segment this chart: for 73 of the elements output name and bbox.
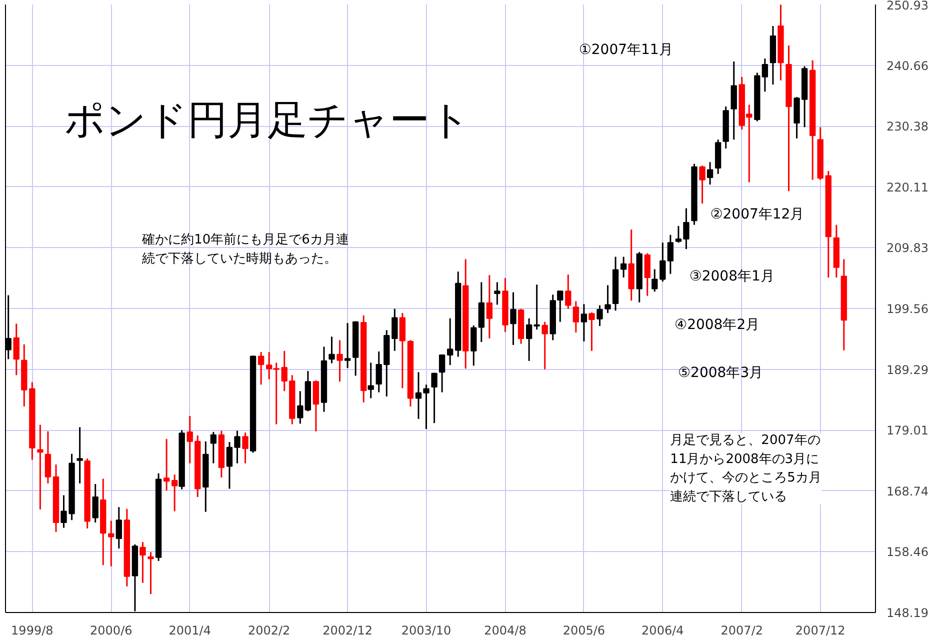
candlestick [596,304,603,327]
x-tick-label: 1999/8 [11,624,54,638]
candlestick [730,60,737,140]
candlestick [92,483,98,524]
y-tick-label: 250.93 [886,0,928,12]
candlestick [470,324,477,366]
candlestick [706,161,714,186]
candlestick [37,424,44,510]
candlestick [210,431,217,464]
candlestick [486,274,493,340]
candlestick [580,303,588,342]
candlestick [13,322,20,376]
candlestick [344,322,351,369]
x-tick-label: 2002/12 [322,624,372,638]
x-tick-label: 2005/6 [562,624,606,638]
y-tick-label: 148.19 [886,606,928,620]
candlestick [510,292,516,346]
y-tick-label: 189.29 [886,362,928,377]
candlestick [163,438,170,492]
x-tick-label: 2000/6 [90,624,132,638]
candlestick [699,164,706,204]
candlestick [368,362,374,399]
annotation: ④2008年2月 [674,316,760,333]
candlestick [644,252,650,297]
candlestick [446,318,454,366]
candlestick [140,541,146,584]
x-tick-label: 2007/12 [795,624,846,638]
candlestick [258,351,264,386]
x-tick-label: 2006/4 [642,624,684,638]
y-tick-label: 158.46 [886,545,928,560]
candlestick [148,551,154,595]
candlestick [652,268,658,292]
candlestick [336,339,343,382]
x-tick-label: 2001/4 [168,624,211,638]
annotation: ③2008年1月 [689,268,774,284]
annotation: 月足で見ると、2007年の11月から2008年の3月にかけて、今のところ5カ月連続で下落している [670,433,822,504]
candlestick [604,284,611,314]
annotation: ①2007年11月 [578,42,673,58]
annotation: ⑤2008年3月 [678,364,764,381]
annotation: ②2007年12月 [710,206,804,222]
annotation: 確かに約10年前にも月足で6カ月連続で下落していた時期もあった。 [141,232,349,266]
candlestick [116,506,122,550]
y-tick-label: 220.11 [886,180,928,194]
y-tick-label: 199.56 [886,302,928,316]
candlestick [376,350,382,394]
candlestick [438,354,446,394]
candlestick [399,312,406,389]
candlestick [76,426,83,484]
x-tick-label: 2004/8 [484,624,526,638]
candlestick [431,372,438,424]
candlestick [171,474,178,512]
candlestick [312,380,320,432]
candlestick [328,336,335,364]
x-tick-label: 2007/2 [720,624,764,638]
y-tick-label: 240.66 [886,58,928,73]
y-tick-label: 209.83 [886,241,928,256]
candlestick [494,281,500,306]
x-tick-label: 2003/10 [401,624,452,638]
candlestick [620,256,627,278]
candlestick [108,520,114,568]
candlestick [542,321,548,370]
candlestick [392,308,398,352]
candlestick [242,432,248,464]
text: ポンド円月足チャート [64,98,471,144]
y-tick-label: 168.74 [886,484,928,498]
candlestick [572,300,580,334]
candlestick [44,430,52,484]
y-tick-label: 179.01 [886,424,928,438]
x-tick-label: 2002/2 [248,624,290,638]
candlestick [588,312,595,352]
y-tick-label: 230.38 [886,120,928,134]
candlestick [557,290,564,323]
candlestick [565,274,572,310]
